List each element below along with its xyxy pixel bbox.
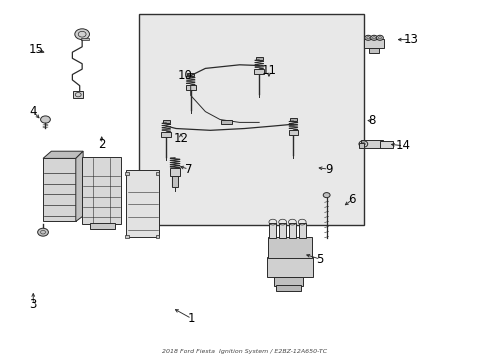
Text: 7: 7 — [184, 163, 192, 176]
Text: 2: 2 — [98, 138, 105, 150]
Text: 15: 15 — [28, 43, 43, 56]
Bar — [163, 120, 169, 123]
Bar — [358, 143, 363, 148]
Text: 1: 1 — [187, 312, 195, 325]
Circle shape — [75, 29, 89, 40]
Bar — [82, 157, 121, 224]
Circle shape — [376, 35, 383, 40]
Bar — [73, 91, 83, 98]
Bar — [255, 57, 262, 60]
Polygon shape — [43, 151, 83, 158]
Bar — [289, 118, 296, 121]
Bar — [155, 172, 159, 175]
Bar — [90, 223, 115, 229]
Circle shape — [370, 35, 377, 40]
Bar — [266, 257, 313, 277]
Bar — [288, 130, 298, 135]
Bar — [139, 14, 364, 225]
Text: 2018 Ford Fiesta  Ignition System / E2BZ-12A650-TC: 2018 Ford Fiesta Ignition System / E2BZ-… — [162, 348, 326, 354]
Bar — [126, 170, 159, 237]
Bar — [161, 132, 171, 137]
Bar — [298, 223, 305, 238]
Bar — [273, 277, 303, 286]
Bar — [124, 235, 128, 238]
Bar — [124, 172, 128, 175]
Text: 5: 5 — [316, 253, 324, 266]
Circle shape — [323, 193, 329, 198]
Bar — [380, 141, 392, 148]
Circle shape — [364, 35, 371, 40]
Bar — [368, 48, 378, 53]
Text: 9: 9 — [324, 163, 332, 176]
Bar — [155, 235, 159, 238]
Text: 4: 4 — [29, 105, 37, 118]
Bar — [187, 73, 194, 76]
Bar — [279, 223, 285, 238]
Bar — [169, 168, 180, 176]
Bar — [364, 39, 383, 48]
Text: 14: 14 — [395, 139, 410, 152]
Text: 8: 8 — [367, 114, 375, 127]
Circle shape — [38, 228, 48, 236]
Text: 3: 3 — [29, 298, 37, 311]
Text: 13: 13 — [403, 33, 417, 46]
Bar — [288, 223, 295, 238]
Bar — [171, 176, 178, 187]
Bar — [269, 223, 276, 238]
Text: 11: 11 — [261, 64, 276, 77]
Text: 10: 10 — [177, 69, 192, 82]
Bar — [254, 69, 264, 74]
Bar — [221, 120, 231, 124]
Bar — [360, 140, 382, 148]
Text: 6: 6 — [347, 193, 355, 206]
Bar — [275, 285, 301, 291]
Bar — [81, 38, 89, 40]
Text: 12: 12 — [173, 132, 188, 145]
Bar — [185, 85, 195, 90]
Circle shape — [41, 116, 50, 123]
Polygon shape — [76, 151, 83, 221]
Bar — [267, 237, 311, 258]
Polygon shape — [43, 158, 76, 221]
